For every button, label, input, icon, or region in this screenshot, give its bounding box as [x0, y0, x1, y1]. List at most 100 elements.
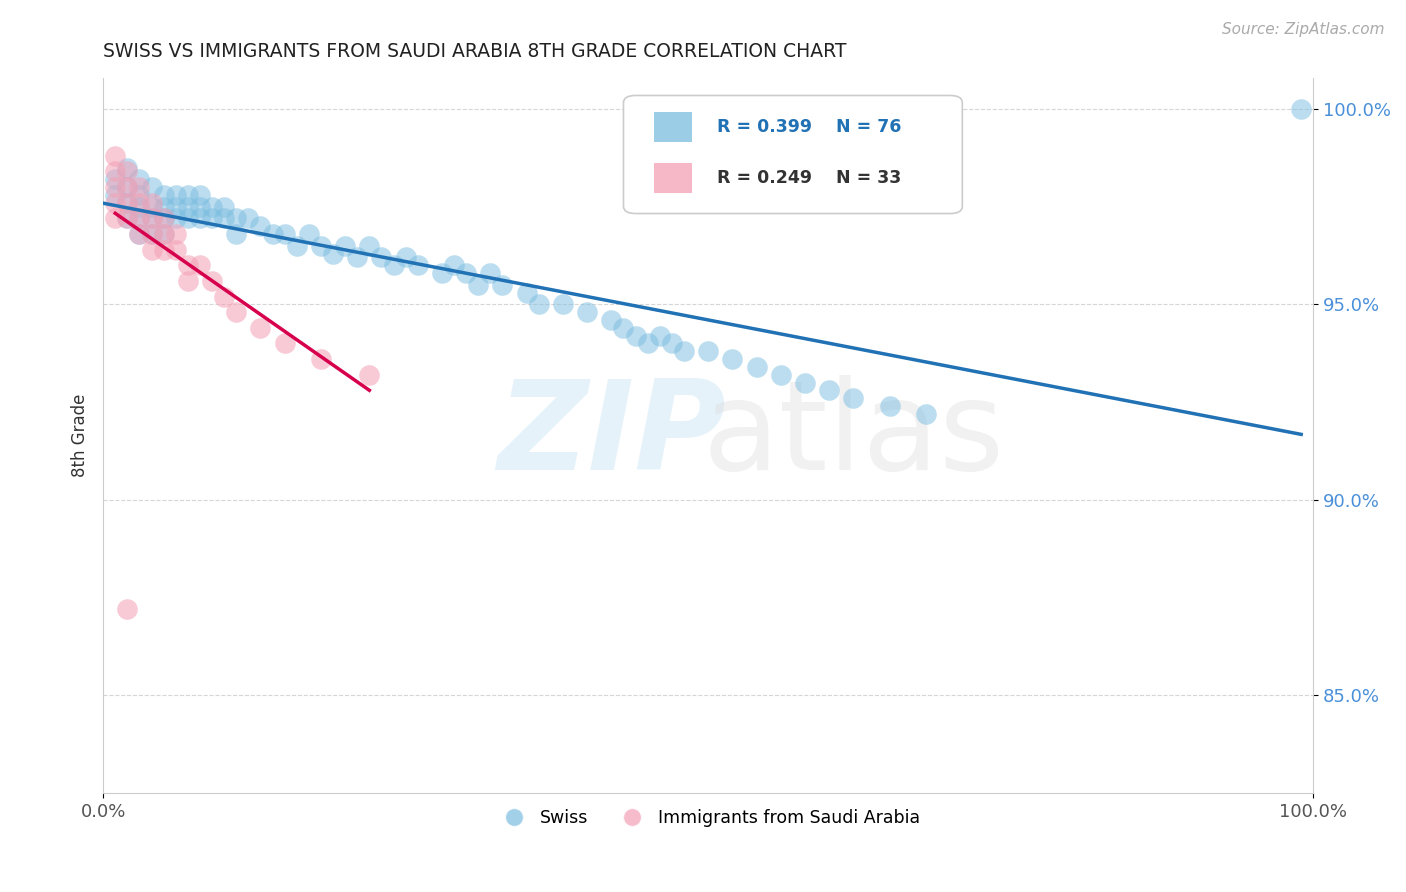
Point — [672, 344, 695, 359]
Point — [188, 211, 211, 226]
Point — [238, 211, 260, 226]
Point — [104, 187, 127, 202]
Point — [104, 172, 127, 186]
Point — [128, 200, 150, 214]
Point — [661, 336, 683, 351]
Point — [273, 227, 295, 241]
Point — [915, 407, 938, 421]
FancyBboxPatch shape — [623, 95, 962, 213]
Point — [141, 195, 163, 210]
Point — [745, 359, 768, 374]
Point — [648, 328, 671, 343]
Point — [225, 211, 247, 226]
Point — [152, 187, 174, 202]
Point — [201, 211, 224, 226]
Point — [212, 200, 235, 214]
Point — [177, 211, 200, 226]
Point — [406, 258, 429, 272]
Point — [152, 243, 174, 257]
Point — [104, 164, 127, 178]
Point — [117, 602, 139, 616]
Point — [104, 180, 127, 194]
Point — [430, 266, 453, 280]
Text: atlas: atlas — [703, 375, 1004, 496]
Point — [165, 187, 187, 202]
Point — [128, 180, 150, 194]
Point — [104, 149, 127, 163]
Point — [456, 266, 478, 280]
Point — [177, 200, 200, 214]
Y-axis label: 8th Grade: 8th Grade — [72, 393, 89, 477]
Point — [117, 180, 139, 194]
Point — [395, 251, 418, 265]
Point — [152, 227, 174, 241]
Point — [141, 200, 163, 214]
Point — [527, 297, 550, 311]
Point — [177, 187, 200, 202]
Point — [225, 305, 247, 319]
Point — [346, 251, 368, 265]
Point — [128, 211, 150, 226]
Point — [152, 211, 174, 226]
Legend: Swiss, Immigrants from Saudi Arabia: Swiss, Immigrants from Saudi Arabia — [489, 803, 927, 834]
Point — [117, 164, 139, 178]
Bar — [654, 163, 693, 194]
Point — [141, 243, 163, 257]
Point — [576, 305, 599, 319]
Point — [201, 274, 224, 288]
Point — [177, 258, 200, 272]
Text: R = 0.249    N = 33: R = 0.249 N = 33 — [717, 169, 901, 187]
Bar — [654, 112, 693, 142]
Point — [117, 211, 139, 226]
Point — [188, 200, 211, 214]
Point — [249, 320, 271, 334]
Point — [479, 266, 502, 280]
Point — [117, 195, 139, 210]
Text: ZIP: ZIP — [496, 375, 725, 496]
Point — [141, 227, 163, 241]
Point — [359, 238, 381, 252]
Point — [697, 344, 720, 359]
Point — [491, 277, 513, 292]
Point — [212, 289, 235, 303]
Text: SWISS VS IMMIGRANTS FROM SAUDI ARABIA 8TH GRADE CORRELATION CHART: SWISS VS IMMIGRANTS FROM SAUDI ARABIA 8T… — [103, 42, 846, 61]
Point — [600, 313, 623, 327]
Point — [141, 211, 163, 226]
Point — [612, 320, 634, 334]
Point — [467, 277, 489, 292]
Point — [152, 211, 174, 226]
Point — [117, 161, 139, 175]
Point — [879, 399, 901, 413]
Point — [624, 328, 647, 343]
Point — [117, 180, 139, 194]
Point — [262, 227, 284, 241]
Point — [117, 195, 139, 210]
Point — [128, 227, 150, 241]
Point — [141, 211, 163, 226]
Point — [212, 211, 235, 226]
Text: R = 0.399    N = 76: R = 0.399 N = 76 — [717, 118, 901, 136]
Point — [1289, 102, 1312, 116]
Point — [443, 258, 465, 272]
Point — [322, 246, 344, 260]
Point — [551, 297, 574, 311]
Point — [128, 211, 150, 226]
Point — [298, 227, 321, 241]
Point — [128, 187, 150, 202]
Point — [359, 368, 381, 382]
Point — [152, 227, 174, 241]
Point — [842, 391, 865, 405]
Point — [117, 211, 139, 226]
Text: Source: ZipAtlas.com: Source: ZipAtlas.com — [1222, 22, 1385, 37]
Point — [188, 187, 211, 202]
Point — [516, 285, 538, 300]
Point — [128, 195, 150, 210]
Point — [818, 384, 841, 398]
Point — [309, 352, 332, 367]
Point — [177, 274, 200, 288]
Point — [201, 200, 224, 214]
Point — [769, 368, 792, 382]
Point — [309, 238, 332, 252]
Point — [141, 180, 163, 194]
Point — [128, 172, 150, 186]
